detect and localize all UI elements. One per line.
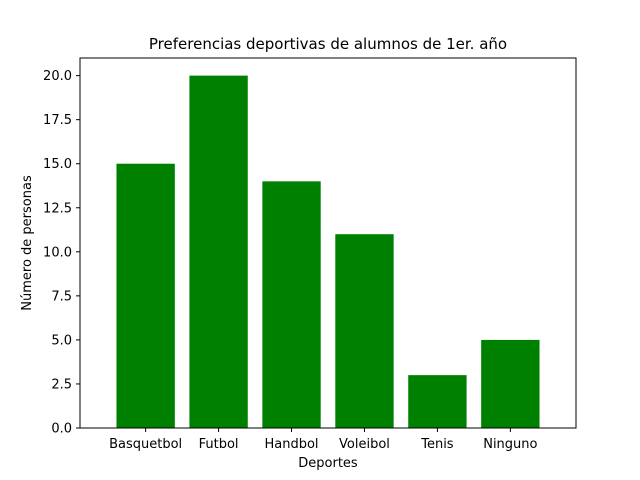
- bar-voleibol: [335, 234, 394, 428]
- chart-title: Preferencias deportivas de alumnos de 1e…: [149, 35, 507, 53]
- y-tick-label: 10.0: [43, 245, 72, 260]
- x-axis: Basquetbol Futbol Handbol Voleibol Tenis Ning…: [109, 428, 538, 452]
- y-tick-label: 7.5: [51, 289, 72, 304]
- y-axis-label: Número de personas: [20, 175, 35, 311]
- y-axis: 0.0 2.5 5.0 7.5 10.0 12.5 15.0 17.5 20.0: [43, 69, 80, 437]
- plot-frame: [79, 57, 577, 429]
- bars-group: [116, 75, 540, 428]
- bar-handbol: [262, 181, 321, 428]
- x-tick-label: Basquetbol: [109, 437, 182, 452]
- y-tick-label: 15.0: [43, 157, 72, 172]
- y-tick-label: 2.5: [51, 377, 72, 392]
- x-axis-label: Deportes: [298, 456, 358, 471]
- bar-basquetbol: [116, 163, 175, 428]
- x-tick-label: Ninguno: [483, 437, 537, 452]
- x-tick-label: Tenis: [420, 437, 454, 452]
- x-tick-label: Futbol: [199, 437, 239, 452]
- x-tick-label: Handbol: [264, 437, 318, 452]
- bar-futbol: [189, 75, 248, 428]
- bar-ninguno: [481, 339, 540, 428]
- bar-tenis: [408, 375, 467, 428]
- y-tick-label: 5.0: [51, 333, 72, 348]
- y-tick-label: 20.0: [43, 69, 72, 84]
- y-tick-label: 17.5: [43, 113, 72, 128]
- y-tick-label: 12.5: [43, 201, 72, 216]
- y-tick-label: 0.0: [51, 422, 72, 437]
- x-tick-label: Voleibol: [339, 437, 390, 452]
